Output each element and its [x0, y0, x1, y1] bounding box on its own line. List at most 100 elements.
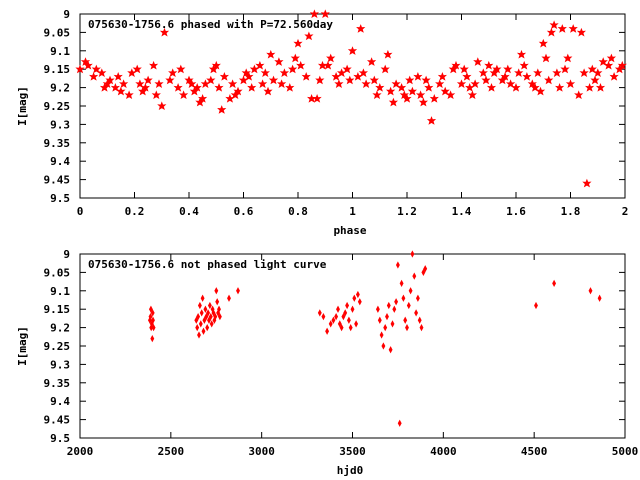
unphased-data-point — [392, 305, 397, 313]
unphased-data-point — [205, 324, 210, 331]
phased-data-point — [343, 65, 352, 73]
phased-data-point — [258, 80, 267, 88]
phased-data-point — [484, 61, 493, 70]
unphased-chart: 2000 2500 3000 3500 4000 4500 5000 9 9.05 9.1 9.1… — [16, 248, 638, 477]
unphased-chart-title: 075630-1756.6 not phased light curve — [88, 258, 327, 271]
phased-data-point — [294, 39, 302, 48]
phased-data-point — [174, 83, 183, 92]
phased-y-tick-label: 9.1 — [50, 45, 70, 58]
phased-data-point — [269, 76, 278, 84]
phased-data-point — [465, 83, 474, 92]
phased-data-point — [337, 69, 346, 77]
phased-data-point — [479, 69, 488, 77]
phased-data-point — [520, 61, 529, 70]
unphased-data-point — [336, 305, 340, 313]
phased-data-point — [523, 72, 531, 81]
phased-data-point — [405, 76, 414, 84]
unphased-y-ticks: 9 9.05 9.1 9.15 9.2 9.25 9.3 9.35 9.4 9.45 9.5 — [44, 248, 625, 445]
phased-x-tick-label: 1.2 — [397, 205, 417, 218]
phased-data-point — [558, 24, 567, 33]
phased-chart-title: 075630-1756.6 phased with P=72.560day — [88, 18, 333, 31]
unphased-data-point — [597, 294, 602, 302]
phased-data-point — [97, 69, 106, 77]
phased-x-tick-label: 0.2 — [125, 205, 145, 218]
unphased-y-tick-label: 9.15 — [44, 303, 71, 316]
phased-data-point — [422, 76, 431, 84]
phased-data-point — [501, 72, 510, 81]
unphased-data-point — [227, 294, 231, 302]
unphased-data-point — [383, 324, 388, 331]
phased-data-point — [261, 69, 270, 77]
phased-data-point — [561, 65, 569, 73]
phased-y-tick-label: 9.25 — [44, 100, 71, 113]
phased-data-point — [460, 65, 469, 73]
phased-data-point — [593, 69, 602, 77]
unphased-data-point — [198, 320, 203, 328]
phased-data-point — [220, 72, 229, 81]
phased-data-point — [375, 83, 384, 92]
phased-x-tick-label: 0.6 — [234, 205, 254, 218]
phased-data-point — [247, 83, 256, 92]
unphased-data-point — [395, 261, 400, 269]
phased-data-point — [201, 80, 210, 88]
unphased-x-tick-label: 4500 — [521, 445, 548, 458]
phased-data-point — [492, 65, 501, 73]
phased-y-tick-label: 9 — [63, 8, 70, 21]
phased-data-point — [607, 54, 616, 62]
unphased-x-tick-label: 2000 — [67, 445, 94, 458]
unphased-data-point — [534, 302, 538, 309]
unphased-x-tick-label: 3000 — [248, 445, 275, 458]
phased-data-point — [596, 83, 605, 92]
phased-data-point — [310, 10, 319, 18]
phased-data-point — [307, 94, 316, 103]
unphased-y-tick-label: 9.5 — [50, 432, 70, 445]
phased-data-point — [321, 10, 330, 18]
unphased-data-point — [375, 305, 380, 313]
phased-data-point — [274, 57, 283, 66]
unphased-data-point — [354, 320, 359, 328]
phased-data-point — [234, 87, 242, 95]
phased-data-point — [452, 61, 460, 70]
unphased-data-point — [150, 335, 155, 342]
phased-data-point — [424, 83, 433, 92]
phased-data-point — [367, 57, 376, 66]
phased-data-point — [125, 91, 134, 99]
phased-x-tick-label: 1.8 — [561, 205, 581, 218]
phased-x-tick-label: 1 — [349, 205, 356, 218]
phased-data-point — [215, 83, 223, 92]
phased-data-point — [324, 61, 332, 70]
phased-data-point — [356, 24, 365, 33]
unphased-data-point — [394, 298, 399, 306]
phased-data-point — [539, 39, 548, 48]
unphased-data-point — [317, 309, 322, 317]
phased-data-point — [127, 69, 136, 77]
phased-data-point — [250, 65, 259, 73]
unphased-data-point — [199, 309, 204, 317]
phased-data-point — [397, 83, 406, 92]
phased-data-point — [517, 50, 526, 59]
phased-data-point — [473, 57, 482, 66]
unphased-y-axis-label: I[mag] — [16, 326, 29, 366]
unphased-data-point — [355, 291, 360, 298]
phased-data-point — [373, 91, 381, 99]
phased-data-point — [482, 76, 490, 84]
phased-data-point — [296, 61, 305, 70]
phased-data-point — [76, 65, 84, 73]
phased-data-point — [408, 87, 417, 95]
unphased-data-point — [357, 298, 362, 306]
phased-data-point — [566, 80, 575, 88]
phased-data-point — [580, 69, 588, 77]
unphased-data-point — [348, 324, 353, 331]
phased-data-point — [206, 76, 215, 84]
unphased-data-point — [412, 272, 417, 280]
unphased-y-tick-label: 9.35 — [44, 377, 71, 390]
phased-data-point — [362, 80, 371, 88]
unphased-data-point — [321, 313, 326, 320]
unphased-data-point — [209, 320, 214, 328]
phased-data-point — [285, 83, 294, 92]
unphased-x-tick-label: 4000 — [430, 445, 457, 458]
unphased-x-ticks: 2000 2500 3000 3500 4000 4500 5000 — [67, 254, 638, 458]
phased-data-point — [277, 80, 286, 88]
phased-data-point — [157, 102, 166, 110]
unphased-data-point — [406, 302, 411, 309]
